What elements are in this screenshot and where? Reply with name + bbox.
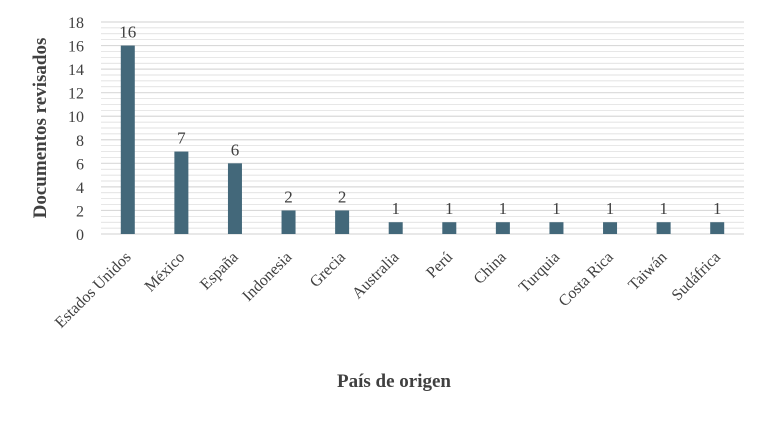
data-label: 1 bbox=[606, 199, 615, 218]
bar bbox=[710, 222, 725, 234]
y-tick-label: 6 bbox=[76, 156, 84, 173]
x-category-label: México bbox=[142, 249, 189, 296]
bar bbox=[174, 151, 189, 234]
data-label: 6 bbox=[231, 140, 240, 159]
y-tick-label: 16 bbox=[68, 39, 84, 56]
y-tick-label: 12 bbox=[68, 86, 84, 103]
data-label: 1 bbox=[445, 199, 454, 218]
data-label: 7 bbox=[177, 129, 186, 148]
bars bbox=[120, 45, 725, 234]
data-labels: 16 7 6 2 2 1 1 1 1 1 1 1 bbox=[119, 23, 721, 219]
x-category-label: Australia bbox=[349, 249, 402, 302]
y-axis-title: Documentos revisados bbox=[30, 38, 51, 219]
x-category-label: Estados Unidos bbox=[52, 249, 135, 332]
data-label: 1 bbox=[713, 199, 722, 218]
data-label: 16 bbox=[119, 23, 136, 42]
bar bbox=[656, 222, 671, 234]
bar bbox=[120, 45, 135, 234]
data-label: 2 bbox=[284, 187, 293, 206]
y-tick-label: 2 bbox=[76, 203, 84, 220]
y-tick-label: 4 bbox=[76, 180, 84, 197]
data-label: 1 bbox=[391, 199, 400, 218]
bar bbox=[442, 222, 457, 234]
data-label: 1 bbox=[499, 199, 508, 218]
x-category-label: China bbox=[471, 249, 510, 288]
bar bbox=[281, 210, 296, 234]
bar bbox=[227, 163, 242, 234]
y-tick-label: 8 bbox=[76, 133, 84, 150]
bar bbox=[388, 222, 403, 234]
x-category-label: Grecia bbox=[307, 249, 349, 291]
x-category-label: Costa Rica bbox=[556, 249, 617, 310]
x-category-label: España bbox=[197, 249, 242, 294]
bar bbox=[335, 210, 350, 234]
bar bbox=[603, 222, 618, 234]
data-label: 1 bbox=[552, 199, 561, 218]
data-label: 1 bbox=[659, 199, 668, 218]
y-tick-label: 0 bbox=[76, 227, 84, 244]
y-tick-label: 10 bbox=[68, 109, 84, 126]
data-label: 2 bbox=[338, 187, 347, 206]
gridlines bbox=[101, 21, 744, 235]
x-category-label: Taiwán bbox=[625, 249, 670, 294]
y-tick-label: 14 bbox=[68, 62, 84, 79]
bar bbox=[549, 222, 564, 234]
x-category-label: Indonesia bbox=[239, 249, 295, 305]
x-axis-title: País de origen bbox=[337, 371, 451, 392]
x-category-label: Perú bbox=[423, 249, 456, 282]
x-category-label: Sudáfrica bbox=[669, 249, 724, 304]
y-tick-labels: 0 2 4 6 8 10 12 14 16 18 bbox=[68, 15, 84, 244]
y-tick-label: 18 bbox=[68, 15, 84, 32]
bar bbox=[495, 222, 510, 234]
x-category-label: Turquia bbox=[516, 249, 563, 296]
